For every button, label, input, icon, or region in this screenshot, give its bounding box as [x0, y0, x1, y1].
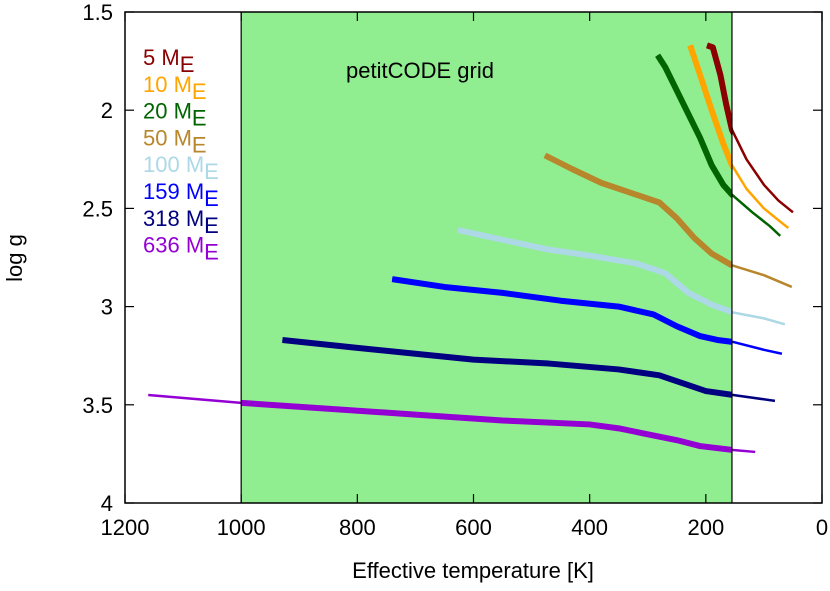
legend-subscript: E: [192, 132, 207, 157]
series-line-in-grid: [687, 44, 732, 171]
series-line-in-grid: [391, 276, 732, 345]
series-line-in-grid: [655, 53, 732, 199]
x-tick-label: 0: [816, 515, 828, 540]
legend-subscript: E: [192, 79, 207, 104]
x-tick-label: 1000: [217, 515, 266, 540]
y-tick-label: 2: [101, 98, 113, 123]
y-tick-label: 3: [101, 295, 113, 320]
series-line-in-grid: [282, 337, 732, 398]
foreground-layer: 1200 1000 800 600 400 200 01.522.533.545 ME10 …: [82, 0, 828, 540]
y-tick-label: 3.5: [82, 393, 113, 418]
series-line-in-grid: [457, 227, 732, 316]
x-tick-label: 600: [455, 515, 492, 540]
y-tick-label: 1.5: [82, 0, 113, 25]
background-layer: [241, 12, 732, 503]
shaded-region: [241, 12, 732, 503]
y-axis-label: log g: [2, 234, 27, 282]
lines-layer: [148, 42, 794, 454]
y-tick-label: 4: [101, 491, 113, 516]
x-tick-label: 800: [339, 515, 376, 540]
x-tick-label: 400: [571, 515, 608, 540]
legend-subscript: E: [204, 213, 219, 238]
legend-subscript: E: [204, 186, 219, 211]
legend-subscript: E: [204, 240, 219, 265]
x-tick-label: 200: [687, 515, 724, 540]
legend-subscript: E: [180, 52, 195, 77]
y-tick-label: 2.5: [82, 196, 113, 221]
legend-subscript: E: [192, 106, 207, 131]
series-line-in-grid: [241, 399, 732, 453]
legend-subscript: E: [204, 159, 219, 184]
series-line-in-grid: [543, 152, 732, 269]
annotation: petitCODE grid: [346, 58, 494, 83]
x-axis-label: Effective temperature [K]: [352, 558, 594, 583]
x-tick-label: 1200: [101, 515, 150, 540]
series-line-in-grid: [706, 42, 732, 137]
